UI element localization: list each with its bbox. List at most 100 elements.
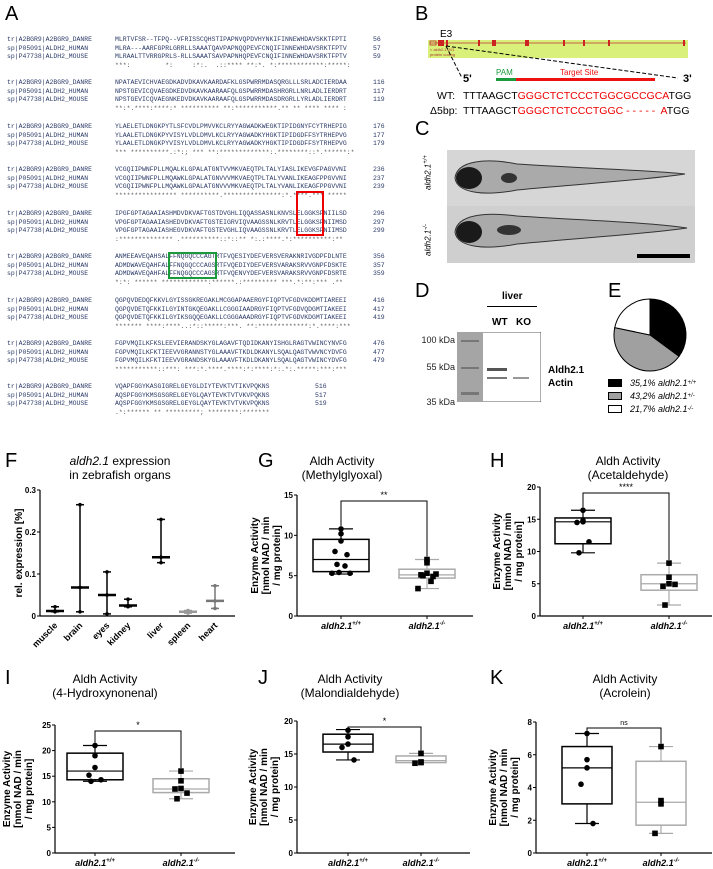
alignment-row: sp|P47738|ALDH2_MOUSE VPGFGPTAGAAIASHEGVD… — [7, 227, 385, 236]
alignment-row: sp|P05091|ALDH2_HUMAN QGPQVDETQFKKILGYINT… — [7, 306, 385, 315]
sequence: YLAELETLDNGKPYTLSFCVDLPMVVKCLRYYAGWADKWE… — [115, 123, 347, 130]
data-point — [428, 578, 434, 585]
data-point — [53, 604, 57, 609]
wt-target: GGGCTCTCCCTGGCGCCGCA — [517, 90, 669, 102]
genotype-label: aldh2.1 — [643, 858, 674, 868]
sequence-name: tr|A2BGR9|A2BGR9_DANRE — [7, 36, 92, 43]
sequence: VPGFGPTAGAAIASHEDVDKVAFTGSTEIGRVIQVAAGSS… — [115, 218, 347, 226]
y-tick-label: 10 — [42, 798, 51, 807]
chart-title: Aldh Activity — [73, 672, 138, 686]
pam-bar — [496, 78, 516, 81]
data-point — [126, 603, 130, 608]
residue-count: 239 — [373, 183, 385, 191]
data-point — [420, 572, 426, 579]
data-point — [88, 778, 94, 785]
y-tick-label: 0.1 — [25, 570, 37, 579]
data-point — [576, 549, 582, 556]
y-axis-label: / mg protein] — [24, 759, 35, 820]
legend-sup: -/- — [687, 406, 694, 412]
genotype-label: aldh2.1 — [563, 621, 594, 631]
data-point — [172, 786, 178, 792]
genotype-sup: -/- — [440, 621, 446, 627]
data-point — [666, 560, 672, 566]
sequence: YLAALETLDNGKPYVISYLVDLDMVLKCLRYYAGWADKYH… — [115, 131, 347, 139]
genotype-label: aldh2.1 — [409, 621, 440, 631]
alignment-block: tr|A2BGR9|A2BGR9_DANRE VCGQIIPWNFPLLMQALK… — [7, 166, 385, 200]
sequence: VCGQIIPWNFPLLMQAWKLGPALATGNVVVMKVAEQTPLT… — [115, 183, 347, 191]
data-point — [584, 765, 590, 771]
larva-mutant — [454, 213, 688, 248]
x-tick-label: aldh2.1-/- — [403, 858, 440, 868]
title-italic: aldh2.1 — [70, 454, 109, 468]
alignment-row: sp|P05091|ALDH2_HUMAN NPSTGEVICQVAEGDKEDV… — [7, 88, 385, 97]
mutant-prefix: TTTAAGCT — [463, 105, 518, 117]
y-axis-label: Enzyme Activity — [250, 517, 261, 594]
mutant-suffix: TGG — [666, 105, 690, 117]
band-label-actin: Actin — [548, 378, 573, 389]
data-point — [342, 563, 348, 569]
alignment-row: tr|A2BGR9|A2BGR9_DANRE ANMEEAVEQAHSALFFNQ… — [7, 253, 385, 262]
exon-structure — [429, 40, 686, 46]
data-point — [590, 820, 596, 827]
data-point — [658, 797, 664, 804]
data-point — [329, 570, 335, 577]
sequence: YLAALETLDNGKPYVISYLVDLDMVLKCLRYYAGWADKYH… — [115, 140, 347, 148]
x-tick-label: aldh2.1+/+ — [567, 858, 607, 868]
alignment-row: sp|P47738|ALDH2_MOUSE MLRAALTTVRRGPRLS-RL… — [7, 53, 381, 62]
sequence: QGPQVDETQFKKILGYIKSGQQEGAKLLCGGGAAADRGYF… — [115, 314, 347, 322]
data-point — [332, 548, 338, 555]
alignment-row: tr|A2BGR9|A2BGR9_DANRE NPATAEVICHVAEGDKAD… — [7, 79, 385, 88]
legend-label: 21,7% aldh2.1 — [630, 404, 688, 414]
alignment-row: sp|P05091|ALDH2_HUMAN FGPVMQILKFKTIEEVVGR… — [7, 349, 385, 358]
data-point — [92, 742, 98, 749]
data-point — [78, 610, 82, 614]
panel-label-b: B — [415, 3, 429, 25]
consensus-line: .*:****** ** *********; ********:******* — [115, 408, 270, 416]
genotype-sup: -/- — [434, 858, 440, 864]
genotype-sup: +/+ — [106, 858, 115, 864]
data-point — [86, 772, 92, 778]
residue-count: 357 — [373, 261, 385, 269]
sequence-name: tr|A2BGR9|A2BGR9_DANRE — [7, 340, 92, 347]
data-point — [105, 570, 109, 574]
genotype-label: aldh2.1 — [321, 621, 352, 631]
chart-subtitle: in zebrafish organs — [69, 468, 170, 482]
y-tick-label: 10 — [527, 548, 536, 557]
genotype-sup: +/+ — [598, 858, 607, 864]
wt-label: WT: — [437, 90, 456, 102]
data-point — [345, 727, 351, 734]
x-tick-label: liver — [145, 620, 166, 641]
title-rest: expression — [109, 454, 170, 468]
y-tick-label: 15 — [527, 515, 536, 524]
y-tick-label: 0 — [32, 612, 37, 621]
y-tick-label: 0 — [532, 612, 537, 621]
data-point — [338, 538, 344, 544]
tissue-underline — [487, 306, 537, 307]
data-point — [213, 599, 217, 603]
sequence-name: tr|A2BGR9|A2BGR9_DANRE — [7, 79, 92, 86]
sequence: ADMDWAVEQAHFALFFNQGQCCCAGSRTFVQENVYDEFVE… — [115, 270, 347, 278]
pie-slice — [613, 326, 680, 372]
data-point — [78, 502, 82, 507]
genotype-sup: -/- — [674, 858, 680, 864]
y-tick-label: 20 — [527, 483, 536, 492]
residue-count: 117 — [373, 87, 385, 95]
data-point — [433, 571, 439, 577]
band-actin-ko — [513, 377, 529, 379]
chart-subtitle: (Acetaldehyde) — [588, 468, 669, 482]
sequence: VCGQIIPWNFPLLMQAWKLGPALATGNVVVMKVAEQTPLT… — [115, 174, 347, 182]
chart-title: Aldh Activity — [310, 454, 375, 468]
significance-bracket — [340, 500, 428, 557]
alignment-row: tr|A2BGR9|A2BGR9_DANRE IPGFGPTAGAAIASHMDV… — [7, 210, 385, 219]
sequence-name: sp|P05091|ALDH2_HUMAN — [7, 261, 89, 269]
sequence: VCGQIIPWNFPLLMQALKLGPALATGNTVVMKVAEQTPLT… — [115, 166, 347, 173]
residue-count: 297 — [373, 218, 385, 226]
chart-subtitle: (4-Hydroxynonenal) — [52, 686, 157, 700]
significance-bracket — [586, 727, 662, 744]
pie-legend-item: 43,2% aldh2.1 +/- — [608, 391, 695, 401]
sequence: FGPVMQILKFKSLEEVIERANDSKYGLAGAVFTQDIDKAN… — [115, 340, 347, 347]
genotype-sup: -/- — [194, 858, 200, 864]
sequence-name: sp|P47738|ALDH2_MOUSE — [7, 140, 89, 148]
sequence: NPSTGEVICQVAEGNKEDVDKAVKAARAAFQLGSPWRRMD… — [115, 96, 347, 104]
residue-count: 519 — [315, 400, 327, 408]
